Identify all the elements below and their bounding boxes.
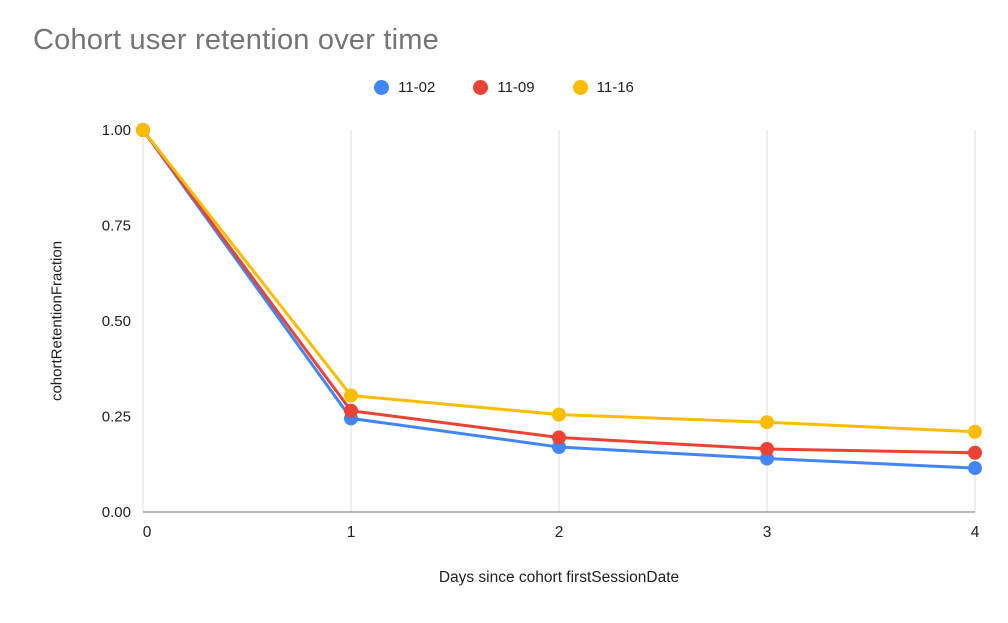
legend-dot-icon (572, 80, 588, 95)
legend-item-11-16[interactable]: 11-16 (572, 79, 634, 96)
chart-title: Cohort user retention over time (33, 24, 439, 56)
legend-item-11-09[interactable]: 11-09 (473, 79, 535, 96)
legend-label: 11-02 (398, 79, 436, 96)
y-axis-title: cohortRetentionFraction (48, 240, 66, 402)
data-point-11-09 (344, 403, 358, 418)
data-point-11-09 (552, 430, 566, 445)
chart-legend: 11-02 11-09 11-16 (0, 79, 1008, 96)
data-point-11-09 (760, 441, 774, 456)
data-point-11-16 (760, 415, 774, 430)
legend-dot-icon (473, 80, 489, 95)
y-tick-label: 0.25 (102, 409, 131, 426)
x-tick-label: 2 (555, 524, 564, 541)
data-point-11-16 (136, 123, 150, 137)
data-point-11-16 (344, 388, 358, 403)
y-tick-label: 0.50 (102, 313, 131, 330)
y-tick-label: 0.75 (102, 218, 131, 235)
y-tick-label: 1.00 (102, 122, 131, 139)
data-point-11-02 (968, 461, 982, 476)
x-tick-label: 4 (971, 524, 980, 541)
x-tick-label: 0 (143, 524, 152, 541)
data-point-11-09 (968, 445, 982, 460)
legend-label: 11-09 (497, 79, 535, 96)
y-tick-label: 0.00 (102, 504, 131, 521)
legend-dot-icon (374, 80, 390, 95)
x-tick-label: 3 (763, 524, 772, 541)
x-tick-label: 1 (347, 524, 356, 541)
legend-item-11-02[interactable]: 11-02 (374, 79, 435, 96)
x-axis-title: Days since cohort firstSessionDate (438, 569, 680, 586)
data-point-11-16 (968, 424, 982, 439)
legend-label: 11-16 (596, 79, 634, 96)
data-point-11-16 (552, 407, 566, 422)
